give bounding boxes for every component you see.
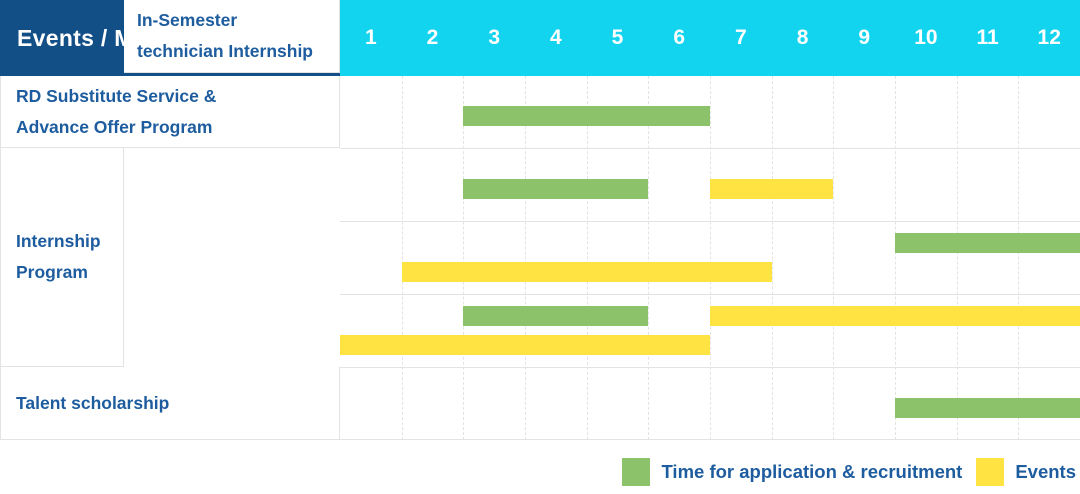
legend: Time for application & recruitment Events — [0, 458, 1076, 486]
bar-recruitment — [463, 306, 649, 326]
month-header-cell: 10 — [914, 26, 938, 49]
row-label-text: RD Substitute Service & Advance Offer Pr… — [16, 85, 217, 137]
month-gridline — [771, 76, 773, 440]
month-gridline — [1018, 76, 1020, 440]
group-label-internship-program: Internship Program — [0, 148, 124, 367]
month-header-cell: 6 — [673, 26, 686, 49]
row-label-text: In-Semester technician Internship — [137, 10, 313, 61]
bar-event — [401, 262, 772, 282]
row-label-text: Talent scholarship — [16, 392, 170, 413]
month-header-cell: 3 — [488, 26, 501, 49]
month-gridline — [956, 76, 958, 440]
row-label-rd-substitute-service: RD Substitute Service & Advance Offer Pr… — [0, 76, 340, 148]
month-gridline — [710, 76, 711, 440]
month-gridline — [586, 76, 588, 440]
row-label-talent-scholarship: Talent scholarship — [0, 367, 340, 440]
month-header-cell: 1 — [364, 26, 377, 49]
month-gridline — [463, 76, 465, 440]
month-header-cell: 2 — [426, 26, 439, 49]
legend-item-recruitment: Time for application & recruitment — [622, 458, 962, 486]
bar-event — [340, 335, 710, 355]
bar-event — [710, 306, 1080, 326]
month-header-cell: 5 — [611, 26, 624, 49]
row-gridline — [340, 148, 1080, 149]
bar-recruitment — [895, 233, 1080, 253]
bar-event — [710, 179, 834, 199]
month-header-row: 1 2 3 4 5 6 7 8 9 10 11 12 — [340, 0, 1080, 76]
month-header-cell: 4 — [550, 26, 562, 49]
bar-recruitment — [895, 398, 1080, 418]
row-gridline — [340, 294, 1080, 295]
month-header-cell: 9 — [858, 26, 871, 49]
month-header-cell: 12 — [1037, 26, 1061, 49]
month-gridline — [648, 76, 650, 440]
legend-item-event: Events — [976, 458, 1076, 486]
row-gridline — [340, 367, 1080, 368]
group-label-text: Internship Program — [16, 231, 101, 282]
bar-recruitment — [463, 179, 649, 199]
row-label-in-semester-technician-internship: In-Semester technician Internship — [124, 0, 340, 73]
legend-label: Time for application & recruitment — [661, 461, 963, 482]
month-gridline — [895, 76, 896, 440]
legend-label: Events — [1015, 461, 1076, 482]
chart-area — [340, 76, 1080, 440]
month-gridline — [833, 76, 835, 440]
month-gridline — [525, 76, 526, 440]
month-header-cell: 8 — [796, 26, 809, 49]
bar-recruitment — [463, 106, 710, 126]
month-header-cell: 7 — [735, 26, 747, 49]
month-header-cell: 11 — [976, 26, 999, 49]
legend-swatch-recruitment — [622, 458, 651, 486]
month-gridline — [401, 76, 403, 440]
row-gridline — [340, 221, 1080, 222]
legend-swatch-event — [976, 458, 1005, 486]
